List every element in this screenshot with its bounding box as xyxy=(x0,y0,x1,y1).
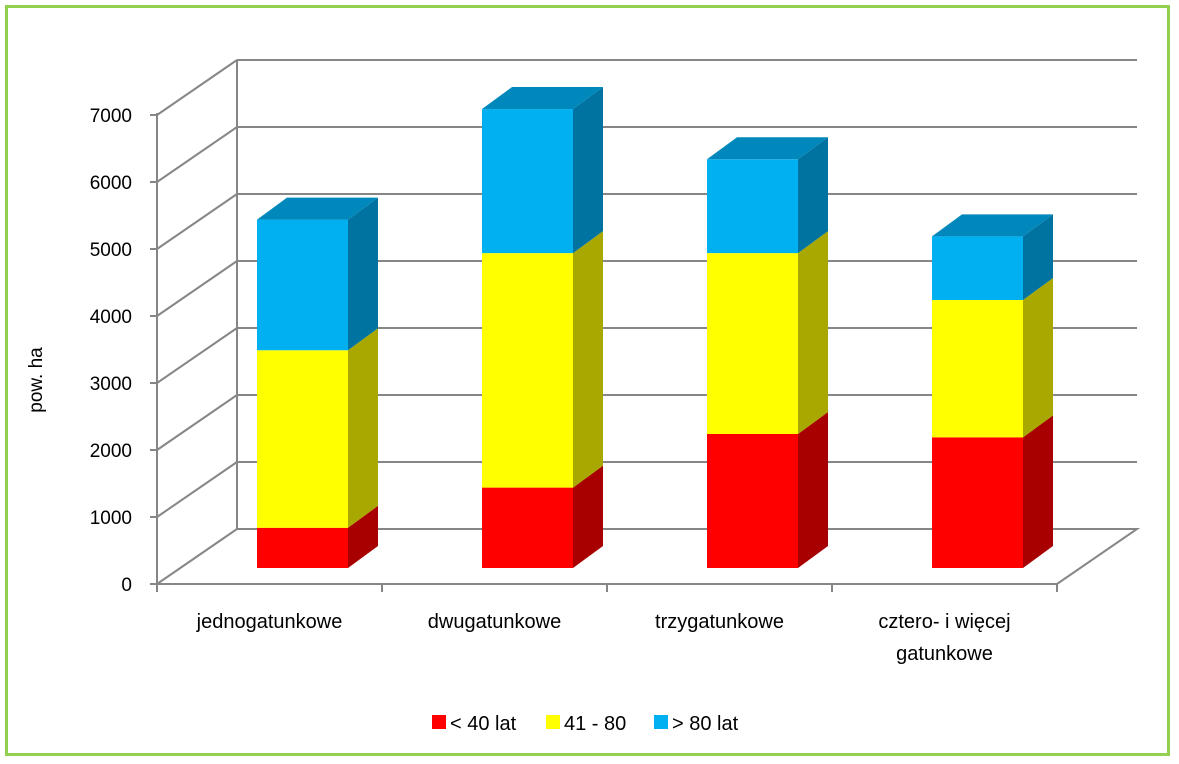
y-tick-label: 6000 xyxy=(90,173,132,194)
y-tick-label: 4000 xyxy=(90,307,132,328)
gridline-side xyxy=(156,327,238,384)
legend-swatch xyxy=(546,715,560,729)
legend-label: 41 - 80 xyxy=(564,713,626,735)
legend-label: > 80 lat xyxy=(672,713,739,735)
bar-front xyxy=(932,437,1023,568)
bar-front xyxy=(257,219,348,351)
bar-segment xyxy=(257,197,378,351)
bar-side xyxy=(798,231,828,434)
bar-segment xyxy=(257,328,378,528)
bar-segment xyxy=(932,278,1053,438)
bar-side xyxy=(1023,278,1053,438)
legend: < 40 lat 41 - 80 > 80 lat xyxy=(432,713,739,735)
y-tick-label: 7000 xyxy=(90,106,132,127)
bar-segment xyxy=(932,415,1053,568)
bar-side xyxy=(348,505,378,568)
gridline-side xyxy=(156,528,238,585)
bar-top xyxy=(257,197,378,220)
bar-front xyxy=(707,434,798,568)
bar-top xyxy=(707,137,828,160)
bar-side xyxy=(573,465,603,568)
bar-front xyxy=(482,253,573,488)
bar-segment xyxy=(482,465,603,568)
y-axis-label: pow. ha xyxy=(26,347,47,413)
bar-side xyxy=(348,197,378,351)
x-category-label: gatunkowe xyxy=(896,643,993,665)
bar-top xyxy=(482,87,603,110)
y-tick-label: 5000 xyxy=(90,240,132,261)
gridline-side xyxy=(156,126,238,183)
bar-front xyxy=(932,300,1023,438)
gridline-side xyxy=(156,394,238,451)
bar-segment xyxy=(482,231,603,488)
bar-front xyxy=(707,159,798,254)
bar-side xyxy=(573,231,603,488)
gridline-side xyxy=(156,193,238,250)
bar-front xyxy=(257,527,348,568)
bar-segment xyxy=(707,412,828,568)
y-tick-label: 3000 xyxy=(90,374,132,395)
bar-segment xyxy=(707,137,828,254)
bar-front xyxy=(707,253,798,434)
gridline-side xyxy=(156,461,238,518)
bar-segment xyxy=(707,231,828,434)
bar-side xyxy=(348,328,378,528)
bars-layer xyxy=(257,87,1053,568)
bar-segment xyxy=(482,87,603,254)
x-category-label: jednogatunkowe xyxy=(196,611,343,633)
bar-front xyxy=(932,236,1023,300)
legend-label: < 40 lat xyxy=(450,713,517,735)
gridline-side xyxy=(156,260,238,317)
y-tick-label: 1000 xyxy=(90,508,132,529)
bar-side xyxy=(1023,415,1053,568)
legend-swatch xyxy=(654,715,668,729)
labels-layer: 0 1000 2000 3000 4000 5000 6000 7000 jednogatunk… xyxy=(90,106,1011,665)
x-category-label: cztero- i więcej xyxy=(878,611,1010,633)
x-category-label: dwugatunkowe xyxy=(428,611,561,633)
y-tick-label: 0 xyxy=(121,575,132,596)
axis-layer xyxy=(150,113,1058,592)
bar-segment xyxy=(257,505,378,568)
legend-swatch xyxy=(432,715,446,729)
bar-segment xyxy=(932,214,1053,300)
gridline-side xyxy=(156,59,238,116)
x-category-label: trzygatunkowe xyxy=(655,611,784,633)
y-tick-label: 2000 xyxy=(90,441,132,462)
bar-side xyxy=(798,412,828,568)
bar-side xyxy=(573,87,603,254)
bar-front xyxy=(482,487,573,568)
bar-front xyxy=(257,350,348,528)
bar-side xyxy=(1023,214,1053,300)
bar-front xyxy=(482,109,573,254)
bar-top xyxy=(932,214,1053,237)
bar-side xyxy=(798,137,828,254)
